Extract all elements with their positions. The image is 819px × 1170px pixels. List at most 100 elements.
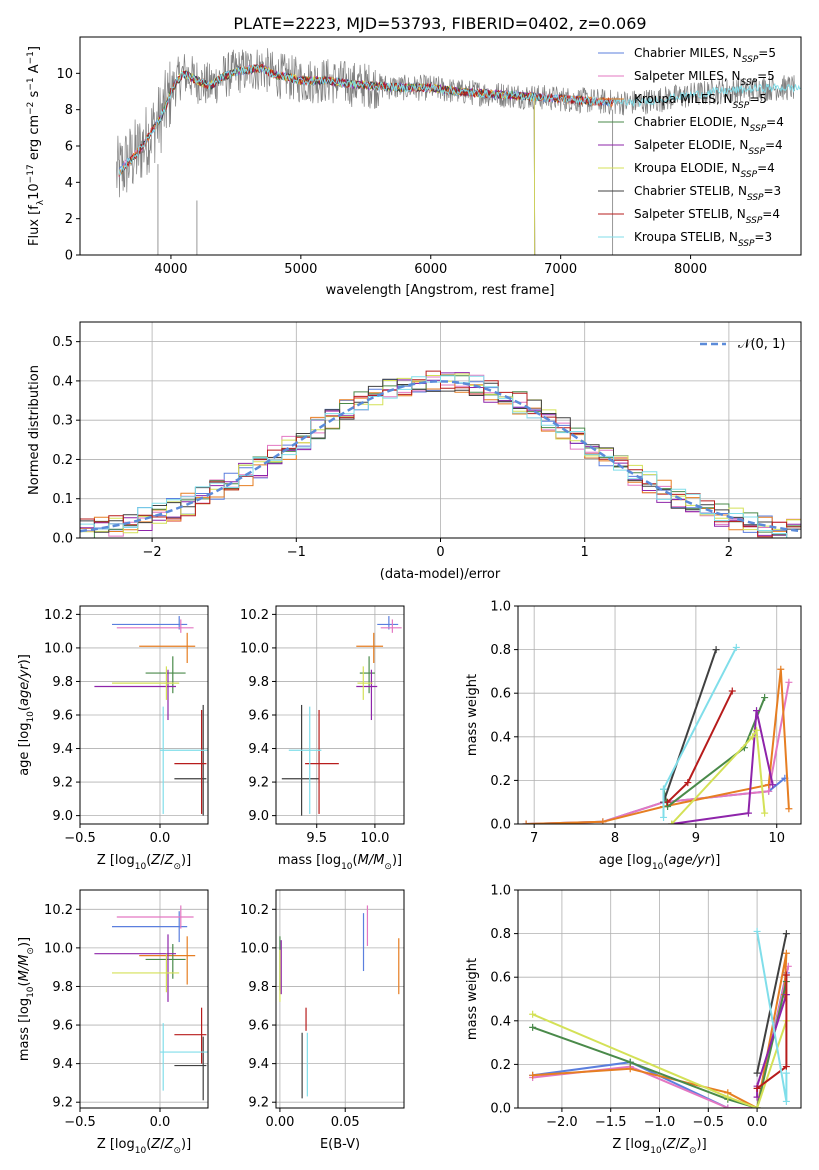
x-axis-label: mass [log10(M/M⊙)] [278,853,402,872]
y-tick-label: 1.0 [490,884,511,899]
y-tick-label: 0.0 [490,818,511,833]
axes-frame [79,889,209,1109]
weight-marker [753,927,761,935]
weight-marker [782,1063,790,1071]
weight-marker [626,1058,634,1066]
x-tick-label: 2 [725,545,733,560]
x-tick-label: 8 [611,831,619,846]
y-tick-label: 9.4 [248,742,269,757]
weight-marker [724,1093,732,1101]
weight-marker [599,818,607,824]
weight-marker [782,1097,790,1105]
weight-marker [761,694,769,702]
plot-area [116,48,801,255]
plot-area [529,927,792,1108]
x-tick-label: 9.5 [306,831,327,846]
axes-weight-vs-Z: −2.0 −1.5 −1.0 −0.5 0.0 0.0 0.2 0.4 0.6 0.8 1.0 Z [… [465,884,802,1156]
weight-marker [753,726,761,734]
weight-marker [660,785,668,793]
y-tick-label: 0.4 [52,374,73,389]
weight-line [526,777,786,824]
y-axis-label: mass [log10(M/M⊙)] [17,937,36,1061]
weight-line [756,933,788,1074]
y-tick-label: 0.5 [52,335,73,350]
y-tick-label: 9.6 [248,1019,269,1034]
weight-marker [732,643,740,651]
y-tick-label: 0.8 [490,927,511,942]
x-tick-label: 0.0 [150,1115,171,1130]
plot-area [94,905,208,1101]
weight-line [671,710,774,824]
y-tick-label: 9.0 [248,809,269,824]
weight-marker [753,1084,761,1092]
x-tick-label: 8000 [674,262,707,277]
x-tick-label: 0.0 [150,831,171,846]
weight-marker [753,1093,761,1101]
y-tick-label: 0.0 [490,1102,511,1117]
y-tick-label: 0.4 [490,1014,511,1029]
legend-label: Salpeter ELODIE, NSSP=4 [634,138,783,157]
y-tick-label: 9.4 [52,1057,73,1072]
weight-marker [668,820,676,824]
weight-marker [782,1069,790,1077]
model-line [118,64,801,176]
weight-marker [748,733,756,741]
weight-marker [753,1069,761,1077]
weight-marker [777,665,785,673]
y-tick-label: 0.2 [490,774,511,789]
y-tick-label: 9.2 [52,1096,73,1111]
weight-marker [782,949,790,957]
legend-label: Chabrier MILES, NSSP=5 [634,46,776,65]
y-tick-label: 9.2 [248,776,269,791]
spectrum-legend: Chabrier MILES, NSSP=5 Salpeter MILES, NS… [598,46,784,249]
x-tick-label: −1.0 [644,1115,676,1130]
normal-curve [80,380,801,533]
weight-line [532,953,788,1108]
x-tick-label: −0.5 [693,1115,725,1130]
y-tick-label: 0.6 [490,687,511,702]
plot-area [279,905,400,1099]
legend-label: Chabrier ELODIE, NSSP=4 [634,115,784,134]
y-tick-label: 1.0 [490,600,511,615]
weight-line [670,727,766,824]
x-tick-label: −1.5 [595,1115,627,1130]
weight-line [662,649,718,803]
x-axis-label: Z [log10(Z/Z⊙)] [97,853,191,872]
weight-marker [753,1104,761,1108]
weight-marker [728,687,736,695]
weight-marker [712,646,720,654]
axes-weight-vs-age: 7 8 9 10 0.0 0.2 0.4 0.6 0.8 1.0 age [log10(age/yr… [465,600,802,872]
weight-line [526,669,790,824]
weight-marker [529,1023,537,1031]
y-tick-label: 8 [65,103,73,118]
x-tick-label: 0.00 [265,1115,294,1130]
weight-marker [753,707,761,715]
x-axis-label: wavelength [Angstrom, rest frame] [326,283,555,298]
y-tick-label: 10 [56,67,73,82]
weight-marker [761,809,769,817]
x-tick-label: 0.05 [331,1115,360,1130]
y-axis-label: age [log10(age/yr)] [17,654,36,776]
y-tick-label: 9.2 [52,776,73,791]
weight-marker [529,1071,537,1079]
y-tick-label: 10.0 [44,641,73,656]
weight-marker [744,809,752,817]
y-tick-label: 9.8 [52,675,73,690]
x-axis-label: (data-model)/error [380,567,501,582]
y-tick-label: 9.6 [52,1019,73,1034]
axes-frame [275,889,405,1109]
axes-mass-vs-Z: −0.5 0.0 9.2 9.4 9.6 9.8 10.0 10.2 Z [log10(Z/Z⊙… [17,889,209,1156]
x-axis-label: E(B-V) [320,1137,360,1152]
weight-marker [769,781,777,789]
plot-area [80,370,801,538]
y-tick-label: 9.4 [52,742,73,757]
x-tick-label: 0 [436,545,444,560]
y-tick-label: 9.4 [248,1057,269,1072]
x-axis-label: Z [log10(Z/Z⊙)] [612,1137,706,1156]
axes-frame [517,605,802,825]
y-tick-label: 0.2 [52,453,73,468]
y-tick-label: 0.6 [490,971,511,986]
y-tick-label: 0.4 [490,730,511,745]
x-tick-label: −0.5 [64,1115,96,1130]
